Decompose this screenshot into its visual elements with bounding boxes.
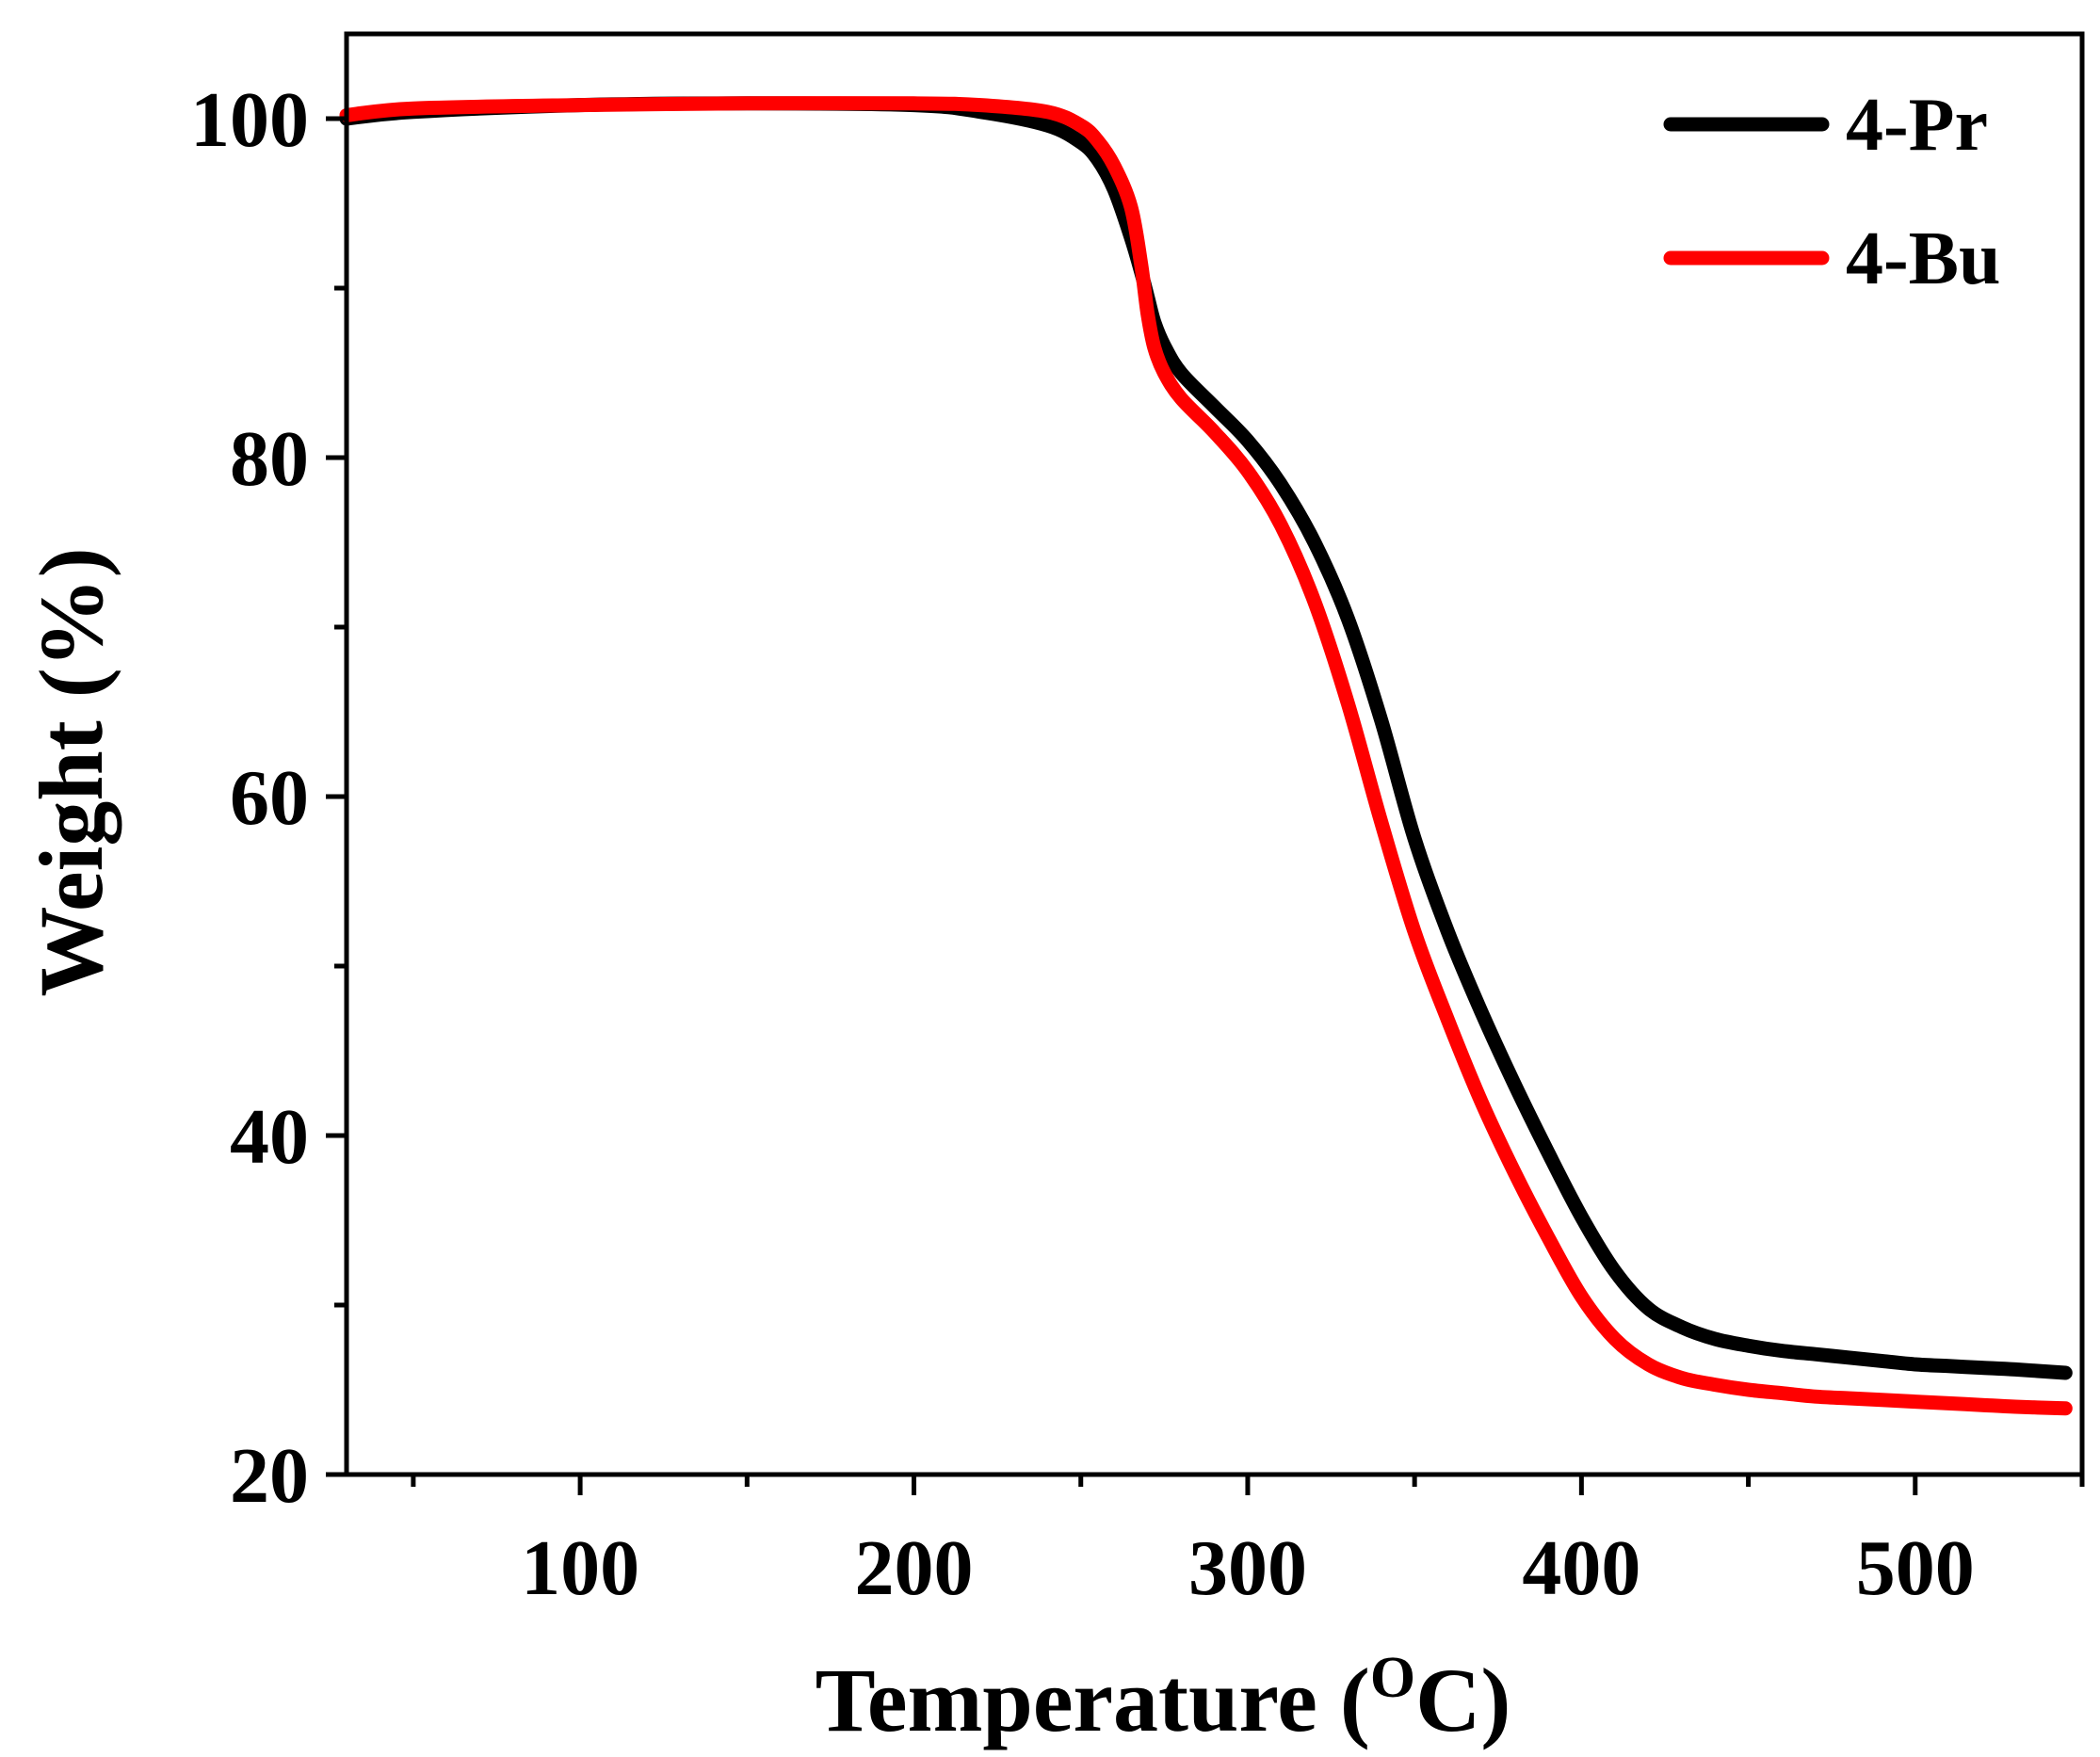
y-tick-label: 20 <box>230 1432 309 1520</box>
x-tick-label: 300 <box>1188 1524 1307 1612</box>
series-layer <box>339 96 2073 1416</box>
y-axis: 20 40 60 80 100 <box>190 76 347 1520</box>
series-line-4-bu <box>339 96 2073 1416</box>
x-tick-label: 200 <box>855 1524 974 1612</box>
x-axis: 100 200 300 400 500 <box>411 1475 2085 1612</box>
x-axis-title-tail: C) <box>1415 1650 1510 1750</box>
y-tick-label: 100 <box>190 76 309 164</box>
x-tick-label: 500 <box>1856 1524 1975 1612</box>
y-tick-label: 40 <box>230 1093 309 1181</box>
plot-frame <box>344 31 2085 1477</box>
legend-label-4-bu: 4-Bu <box>1846 218 2001 300</box>
x-axis-title-main: Temperature ( <box>816 1650 1370 1750</box>
x-tick-label: 100 <box>521 1524 639 1612</box>
x-axis-title-superscript: O <box>1370 1646 1415 1710</box>
series-line-4-pr <box>339 96 2073 1380</box>
x-axis-title: Temperature (OC) <box>816 1646 1511 1750</box>
y-axis-title: Weight (%) <box>21 547 121 996</box>
x-tick-label: 400 <box>1522 1524 1640 1612</box>
y-tick-label: 60 <box>230 754 309 842</box>
legend-label-4-pr: 4-Pr <box>1846 84 1988 167</box>
y-tick-label: 80 <box>230 415 309 503</box>
legend: 4-Pr 4-Bu <box>1663 84 2001 300</box>
